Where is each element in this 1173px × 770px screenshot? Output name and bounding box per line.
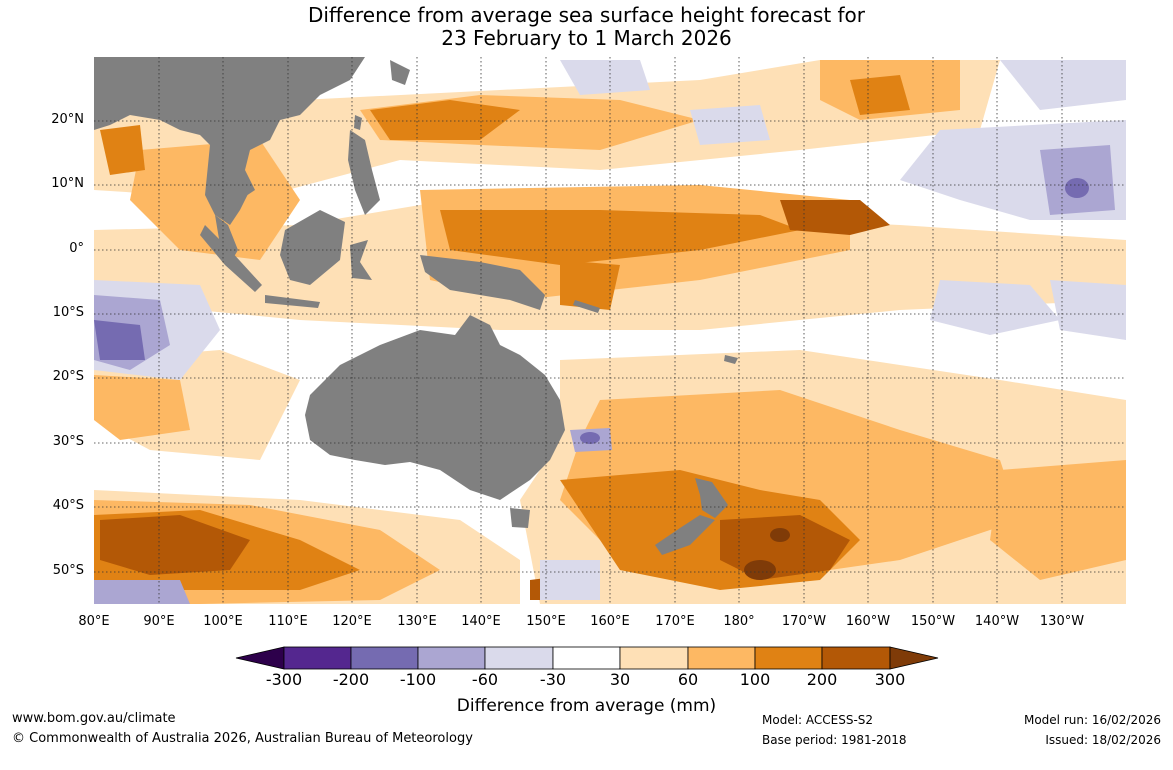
- lon-label-160e: 160°E: [590, 614, 630, 629]
- colorbar: [235, 646, 939, 670]
- lat-label-20n: 20°N: [51, 112, 84, 127]
- colorbar-tick-200: 200: [806, 670, 838, 689]
- colorbar-tick-minus-30: -30: [539, 670, 567, 689]
- anomaly-minus-100-200-band: [94, 178, 1089, 444]
- colorbar-tick-minus-200: -200: [332, 670, 370, 689]
- lon-label-90e: 90°E: [143, 614, 175, 629]
- land-taiwan: [354, 115, 362, 130]
- colorbar-tick-100: 100: [739, 670, 771, 689]
- land-sumatra: [200, 225, 262, 292]
- title-line-1: Difference from average sea surface heig…: [307, 3, 866, 27]
- footer-copyright: © Commonwealth of Australia 2026, Austra…: [12, 731, 473, 746]
- lat-label-0: 0°: [69, 241, 84, 256]
- land-borneo: [280, 210, 345, 285]
- lon-label-130w: 130°W: [1039, 614, 1085, 629]
- footer-website-link[interactable]: www.bom.gov.au/climate: [12, 711, 176, 726]
- lon-label-180: 180°: [723, 614, 755, 629]
- lat-label-10n: 10°N: [51, 176, 84, 191]
- colorbar-tick-30: 30: [609, 670, 631, 689]
- lon-label-120e: 120°E: [332, 614, 372, 629]
- footer-base-period: Base period: 1981-2018: [762, 733, 907, 747]
- lon-label-150w: 150°W: [910, 614, 956, 629]
- land-new-zealand-north: [695, 478, 728, 518]
- land-java: [265, 295, 320, 308]
- colorbar-title: Difference from average (mm): [456, 696, 717, 716]
- lon-label-160w: 160°W: [845, 614, 891, 629]
- lat-label-40s: 40°S: [52, 498, 84, 513]
- land-philippines: [348, 130, 380, 215]
- land-malay-peninsula: [215, 215, 238, 260]
- lon-label-100e: 100°E: [203, 614, 243, 629]
- colorbar-bin-7: [687, 646, 756, 670]
- title-line-2: 23 February to 1 March 2026: [441, 26, 732, 50]
- colorbar-bin-4: [484, 646, 554, 670]
- colorbar-bin-5: [552, 646, 621, 670]
- land-australia: [305, 315, 565, 500]
- land-solomon-islands: [573, 300, 600, 313]
- lon-label-140e: 140°E: [461, 614, 501, 629]
- land-tasmania: [510, 508, 530, 528]
- colorbar-tick-60: 60: [677, 670, 699, 689]
- land-new-guinea: [420, 255, 545, 310]
- colorbar-low-extension: [235, 646, 285, 670]
- lon-label-170e: 170°E: [655, 614, 695, 629]
- colorbar-bin-6: [619, 646, 689, 670]
- colorbar-tick-minus-300: -300: [265, 670, 303, 689]
- colorbar-tick-minus-60: -60: [471, 670, 499, 689]
- colorbar-bin-9: [821, 646, 891, 670]
- lon-label-150e: 150°E: [526, 614, 566, 629]
- colorbar-bin-8: [754, 646, 823, 670]
- graticule: [94, 57, 1126, 604]
- map-title: Difference from average sea surface heig…: [0, 4, 1173, 50]
- colorbar-tick-minus-100: -100: [399, 670, 437, 689]
- footer-issued: Issued: 18/02/2026: [1045, 733, 1161, 747]
- land-new-zealand-south: [655, 515, 715, 555]
- footer-model-run: Model run: 16/02/2026: [1023, 713, 1161, 727]
- anomaly-above-300-band: [744, 528, 790, 580]
- land-asia: [94, 57, 365, 200]
- land-japan: [390, 60, 410, 85]
- lon-label-130e: 130°E: [397, 614, 437, 629]
- footer-model: Model: ACCESS-S2: [762, 713, 874, 727]
- colorbar-bin-3: [417, 646, 486, 670]
- lat-label-20s: 20°S: [52, 369, 84, 384]
- lon-label-80e: 80°E: [78, 614, 110, 629]
- lat-label-10s: 10°S: [52, 305, 84, 320]
- lat-label-30s: 30°S: [52, 434, 84, 449]
- land-fiji: [724, 355, 738, 364]
- lon-label-140w: 140°W: [974, 614, 1020, 629]
- colorbar-bin-2: [350, 646, 419, 670]
- colorbar-bin-1: [283, 646, 352, 670]
- colorbar-high-extension: [889, 646, 939, 670]
- lon-label-170w: 170°W: [781, 614, 827, 629]
- colorbar-tick-300: 300: [874, 670, 906, 689]
- lon-label-110e: 110°E: [268, 614, 308, 629]
- lat-label-50s: 50°S: [52, 563, 84, 578]
